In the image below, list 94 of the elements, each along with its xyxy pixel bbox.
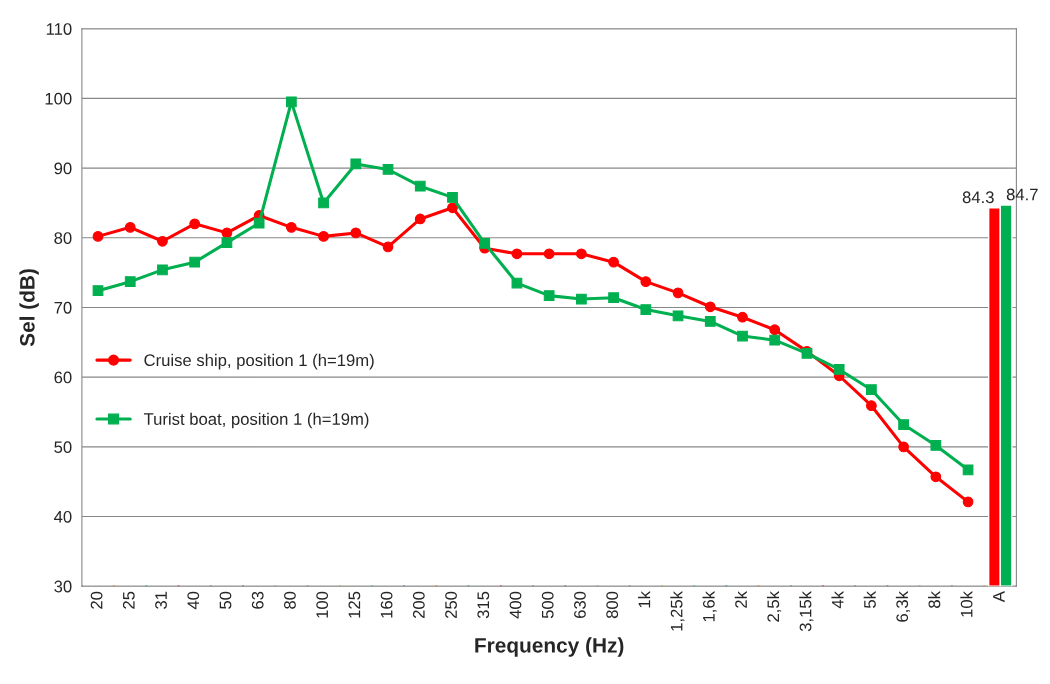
x-tick-label: 1,6k (702, 591, 717, 622)
y-tick-label: 60 (54, 371, 72, 384)
x-tick-label: 160 (380, 591, 393, 618)
x-tick-label: 6,3k (895, 591, 911, 622)
point (898, 419, 909, 430)
point (543, 290, 555, 301)
point (737, 330, 748, 342)
x-tick-label: 500 (541, 591, 554, 619)
x-tick-label: 25 (122, 591, 135, 609)
point (285, 221, 297, 233)
x-tick-label: 3,15k (799, 591, 814, 632)
x-tick-label: 2,5k (766, 591, 782, 622)
x-tick-label: 315 (477, 591, 490, 619)
x-tick-label: 50 (219, 591, 232, 609)
point (189, 256, 201, 268)
point (285, 96, 297, 108)
point (640, 304, 652, 315)
point (672, 287, 684, 299)
data-label: 84.7 (1006, 188, 1038, 201)
x-tick-label: 8k (928, 591, 941, 608)
data-label: 84.3 (962, 191, 994, 204)
point (575, 248, 587, 260)
y-tick-label: 80 (54, 232, 72, 244)
point (189, 218, 201, 230)
x-tick-label: 100 (316, 591, 329, 618)
point (318, 197, 329, 209)
point (575, 293, 587, 305)
point (704, 316, 716, 327)
point (221, 227, 233, 239)
point (92, 231, 104, 242)
x-tick-label: 31 (155, 591, 167, 609)
point (414, 213, 426, 225)
point (350, 227, 362, 239)
y-tick-label: 90 (54, 162, 72, 175)
x-tick-label: 10k (960, 591, 973, 617)
x-tick-label: 1,25k (670, 591, 685, 631)
point (962, 496, 974, 508)
x-tick-label: 1k (638, 591, 651, 608)
point (479, 237, 491, 249)
point (350, 158, 362, 170)
y-tick-label: 100 (45, 92, 72, 105)
y-tick-label: 70 (54, 301, 72, 314)
point (898, 441, 909, 453)
point (447, 191, 458, 203)
x-tick-label: 200 (412, 591, 425, 619)
point (414, 180, 426, 192)
point (866, 384, 877, 396)
y-tick-label: 50 (54, 441, 72, 454)
point (608, 256, 619, 268)
legend-label: Cruise ship, position 1 (h=19m) (144, 353, 374, 370)
point (221, 237, 233, 249)
point (962, 464, 974, 476)
point (737, 311, 748, 323)
point (382, 241, 394, 253)
point (318, 231, 329, 242)
point (124, 276, 136, 288)
point (124, 221, 136, 233)
point (382, 164, 394, 175)
legend-label: Turist boat, position 1 (h=19m) (143, 412, 369, 429)
x-axis-title: Frequency (Hz) (475, 637, 624, 657)
point (930, 471, 942, 483)
point (608, 292, 619, 304)
x-tick-label: 40 (187, 591, 200, 610)
point (92, 285, 104, 297)
y-tick-label: 30 (54, 580, 72, 593)
x-tick-label: 125 (348, 591, 361, 618)
point (253, 217, 265, 229)
point (704, 301, 716, 313)
x-tick-label: A (993, 591, 1005, 603)
x-tick-label: 400 (509, 591, 522, 619)
point (672, 310, 684, 322)
x-tick-label: 63 (251, 591, 264, 609)
y-tick-label: 40 (54, 510, 72, 523)
x-tick-label: 800 (606, 591, 619, 619)
x-tick-label: 4k (831, 591, 844, 609)
y-axis-title: Sel (dB) (19, 269, 39, 347)
point (769, 334, 781, 346)
point (447, 202, 458, 214)
x-tick-label: 630 (574, 591, 586, 619)
x-tick-label: 20 (90, 591, 103, 609)
point (833, 364, 845, 375)
point (157, 235, 168, 247)
x-tick-label: 80 (284, 591, 296, 609)
point (157, 264, 168, 276)
point (543, 248, 555, 260)
y-tick-label: 110 (46, 23, 72, 35)
x-tick-label: 5k (863, 591, 876, 608)
point (930, 440, 942, 451)
point (640, 276, 652, 288)
x-tick-label: 2k (734, 591, 747, 608)
point (769, 324, 781, 336)
point (511, 248, 523, 260)
x-tick-label: 250 (445, 591, 457, 619)
point (866, 400, 877, 412)
